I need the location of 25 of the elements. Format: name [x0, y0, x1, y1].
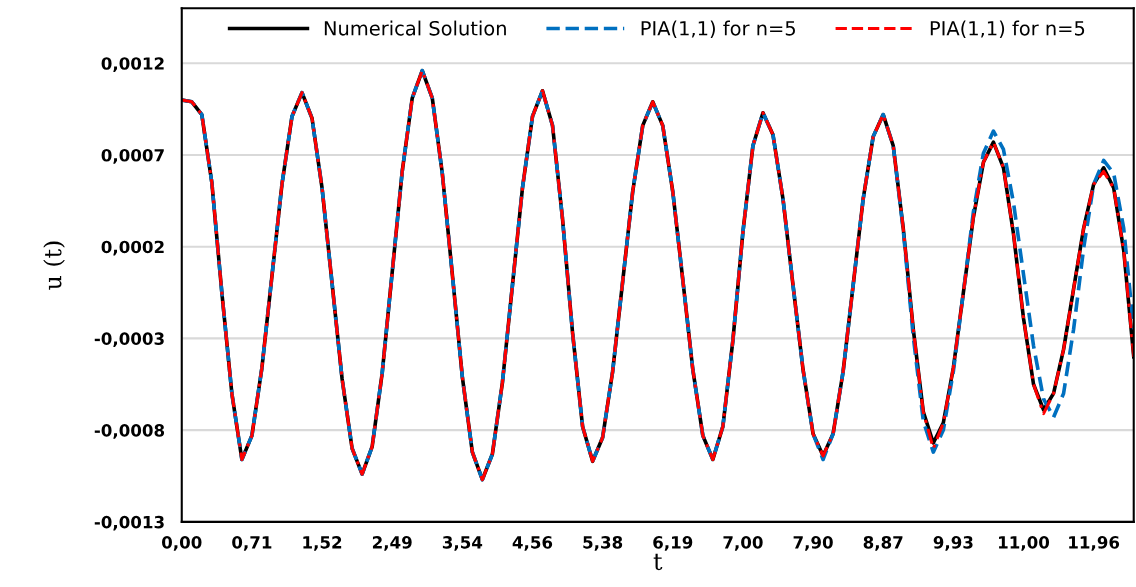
x-tick-label: 3,54 [442, 536, 483, 551]
legend-label: PIA(1,1) for n=5 [930, 20, 1085, 38]
x-tick-label: 7,00 [723, 536, 763, 551]
x-tick-label: 9,93 [933, 536, 973, 551]
x-tick-label: 11,00 [999, 536, 1050, 551]
y-tick-label: -0,0013 [94, 515, 164, 531]
x-tick-label: 0,71 [232, 536, 272, 551]
x-tick-label: 0,00 [162, 536, 202, 551]
y-tick-label: -0,0003 [94, 332, 164, 348]
legend-label: PIA(1,1) for n=5 [641, 20, 795, 38]
y-tick-label: 0,0012 [101, 57, 164, 72]
y-axis-title: u (t) [43, 241, 65, 290]
y-tick-label: 0,0002 [101, 240, 164, 256]
legend-label: Numerical Solution [324, 20, 506, 36]
x-tick-label: 6,19 [653, 536, 693, 551]
y-tick-label: -0,0008 [94, 424, 165, 439]
x-tick-label: 8,87 [863, 536, 903, 551]
y-tick-label: 0,0007 [101, 148, 164, 164]
x-axis-title: t [653, 553, 663, 571]
x-tick-label: 1,52 [303, 536, 342, 551]
x-tick-label: 2,49 [372, 536, 412, 551]
x-tick-label: 5,38 [583, 536, 623, 551]
x-tick-label: 11,96 [1069, 536, 1120, 551]
x-tick-label: 4,56 [512, 536, 553, 551]
x-tick-label: 7,90 [793, 536, 833, 551]
